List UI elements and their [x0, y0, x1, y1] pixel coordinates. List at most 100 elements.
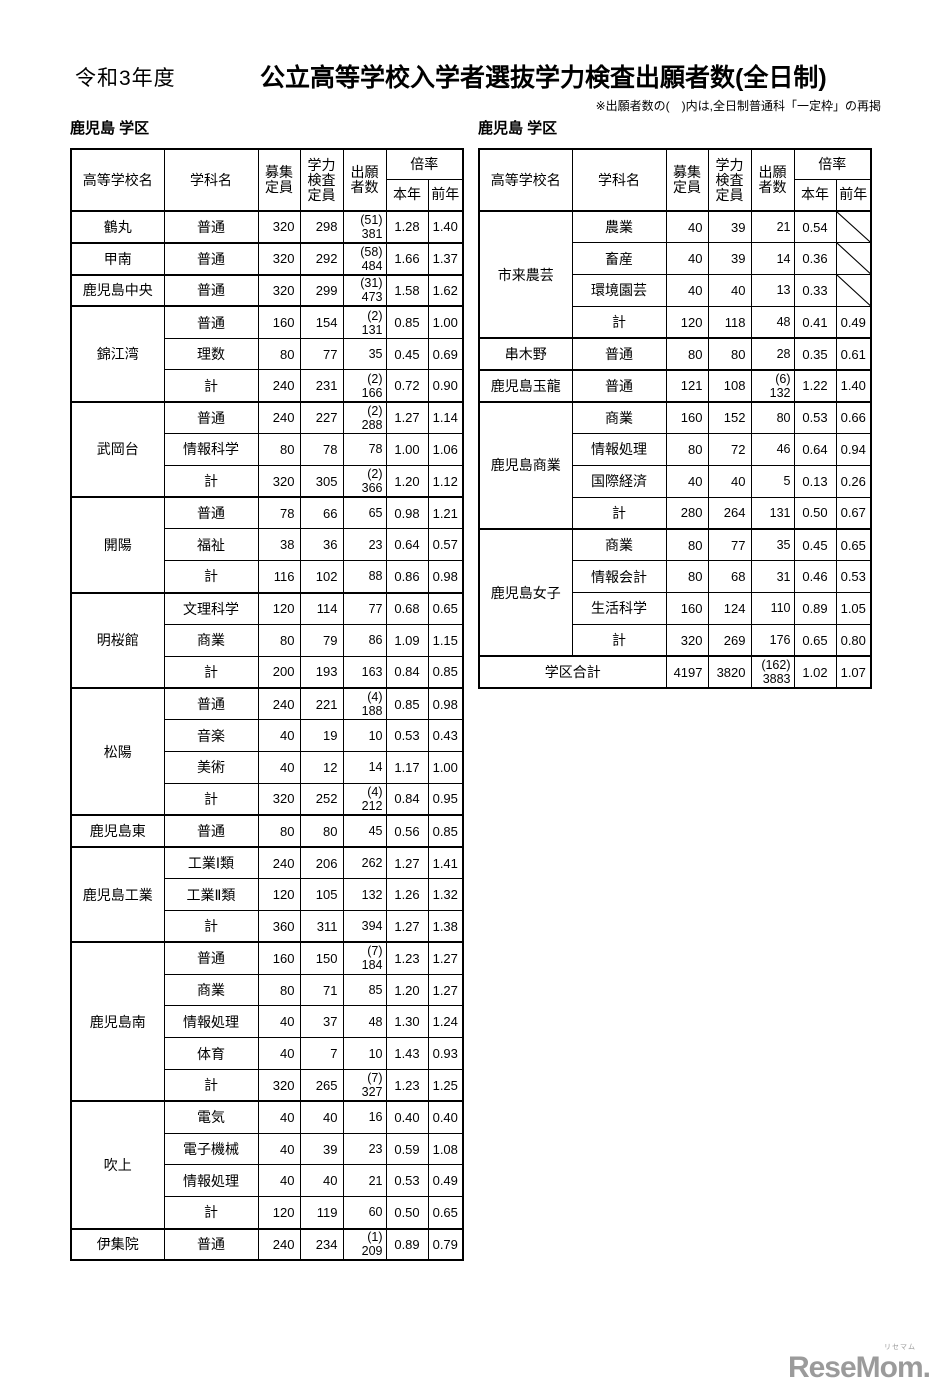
exam-capacity-cell: 66: [299, 496, 344, 530]
table-row: 美術 40 12 14 1.17 1.00: [71, 751, 464, 784]
subject-cell: 工業Ⅰ類: [163, 845, 259, 880]
table-row: 甲南 普通 320 292 (58) 484 1.66 1.37: [70, 241, 464, 276]
ratio-header: 倍率: [385, 148, 464, 180]
applicants-cell: 35: [750, 527, 795, 562]
recruit-capacity-cell: 240: [257, 845, 301, 880]
recruit-capacity-cell: 320: [665, 623, 709, 657]
exam-capacity-cell: 80: [299, 814, 344, 848]
subject-cell: 普通: [571, 368, 667, 403]
table-row: 鹿児島工業 工業Ⅰ類 240 206 262 1.27 1.41: [70, 845, 464, 943]
exam-capacity-cell: 299: [299, 273, 344, 307]
applicants-cell: 21: [342, 1164, 387, 1198]
applicants-cell: (1) 209: [342, 1227, 387, 1261]
exam-capacity-cell: 154: [299, 305, 344, 339]
applicants-number: 188: [361, 704, 383, 719]
ratio-previous-cell: 1.40: [835, 368, 872, 403]
recruit-capacity-cell: 240: [257, 1227, 301, 1261]
ratio-previous-cell: 1.12: [427, 464, 464, 498]
ratio-current-cell: 0.86: [385, 560, 429, 594]
applicants-number: 3883: [762, 672, 791, 687]
recruit-capacity-cell: 120: [257, 878, 301, 912]
applicants-cell: 10: [342, 719, 387, 753]
subject-cell: 商業: [571, 400, 667, 435]
exam-capacity-cell: 231: [299, 369, 344, 403]
applicants-cell: (2) 288: [342, 400, 387, 435]
applicants-cell: 80: [750, 400, 795, 435]
table-row: 情報会計 80 68 31 0.46 0.53: [479, 560, 872, 594]
applicants-paren: (6): [775, 371, 791, 386]
subject-cell: 電子機械: [163, 1132, 259, 1166]
subject-cell: 生活科学: [571, 592, 667, 625]
exam-capacity-cell: 150: [299, 941, 344, 975]
applicants-cell: 48: [342, 1005, 387, 1039]
recruit-capacity-cell: 80: [665, 527, 709, 562]
school-name-cell: 武岡台: [70, 400, 165, 498]
ratio-previous-cell: 0.26: [835, 464, 872, 498]
exam-capacity-cell: 114: [299, 591, 344, 625]
school-name-header: 高等学校名: [70, 148, 165, 212]
ratio-previous-cell: 0.49: [835, 305, 872, 339]
subject-cell: 普通: [163, 400, 259, 435]
recruit-capacity-cell: 40: [257, 1100, 301, 1134]
ratio-header: 倍率: [793, 148, 872, 180]
exam-capacity-cell: 36: [299, 528, 344, 562]
table-row: 計 320 265 (7) 327 1.23 1.25: [71, 1069, 464, 1102]
exam-capacity-cell: 124: [707, 592, 752, 625]
subject-cell: 商業: [163, 973, 259, 1007]
applicants-cell: 394: [342, 910, 387, 943]
ratio-current-cell: 0.72: [385, 369, 429, 403]
ratio-previous-header: 前年: [427, 178, 464, 212]
table-row: 吹上 電気 40 40 16 0.40 0.40: [70, 1100, 464, 1230]
ratio-current-cell: 0.98: [385, 496, 429, 530]
recruit-capacity-cell: 80: [257, 433, 301, 466]
subject-cell: 美術: [163, 751, 259, 784]
school-name-cell: 鹿児島工業: [70, 845, 165, 943]
applicants-cell: (58) 484: [342, 241, 387, 276]
applicants-cell: (7) 184: [342, 941, 387, 975]
subject-cell: 普通: [163, 496, 259, 530]
ratio-current-cell: 0.84: [385, 655, 429, 689]
applicants-cell: (51) 381: [342, 210, 387, 244]
table-row: 計 320 269 176 0.65 0.80: [479, 623, 872, 657]
recruit-capacity-cell: 160: [257, 941, 301, 975]
district-total-label: 学区合計: [478, 655, 667, 689]
recruit-capacity-cell: 160: [257, 305, 301, 339]
applicants-cell: 48: [750, 305, 795, 339]
recruit-capacity-cell: 40: [665, 464, 709, 498]
subject-cell: 情報科学: [163, 433, 259, 466]
applicants-cell: (2) 366: [342, 464, 387, 498]
recruit-capacity-cell: 80: [665, 433, 709, 466]
subject-cell: 情報処理: [163, 1005, 259, 1039]
exam-capacity-cell: 265: [299, 1069, 344, 1102]
subject-cell: 電気: [163, 1100, 259, 1134]
recruit-capacity-cell: 160: [665, 592, 709, 625]
ratio-previous-cell: 1.62: [427, 273, 464, 307]
recruit-capacity-cell: 38: [257, 528, 301, 562]
applicants-number: 184: [361, 958, 383, 973]
ratio-previous-cell: 1.27: [427, 973, 464, 1007]
diagonal-slash-icon: [837, 243, 871, 274]
applicants-cell: 23: [342, 528, 387, 562]
table-row: 体育 40 7 10 1.43 0.93: [71, 1037, 464, 1071]
subject-cell: 文理科学: [163, 591, 259, 625]
ratio-current-cell: 0.68: [385, 591, 429, 625]
table-row: 商業 80 71 85 1.20 1.27: [71, 973, 464, 1007]
ratio-current-cell: 1.66: [385, 241, 429, 276]
ratio-previous-cell: 0.49: [427, 1164, 464, 1198]
exam-capacity-cell: 78: [299, 433, 344, 466]
exam-capacity-cell: 252: [299, 782, 344, 816]
exam-capacity-cell: 311: [299, 910, 344, 943]
page-title: 公立高等学校入学者選抜学力検査出願者数(全日制): [260, 64, 827, 92]
ratio-previous-cell: 0.57: [427, 528, 464, 562]
subject-cell: 体育: [163, 1037, 259, 1071]
exam-capacity-cell: 305: [299, 464, 344, 498]
ratio-previous-cell: 0.69: [427, 337, 464, 371]
ratio-previous-cell: [835, 210, 872, 244]
region-label-left: 鹿児島 学区: [70, 120, 150, 137]
ratio-previous-cell: 0.85: [427, 655, 464, 689]
ratio-current-cell: 1.17: [385, 751, 429, 784]
ratio-previous-cell: 1.05: [835, 592, 872, 625]
exam-capacity-cell: 105: [299, 878, 344, 912]
applicants-cell: 110: [750, 592, 795, 625]
subject-cell: 普通: [163, 273, 259, 307]
